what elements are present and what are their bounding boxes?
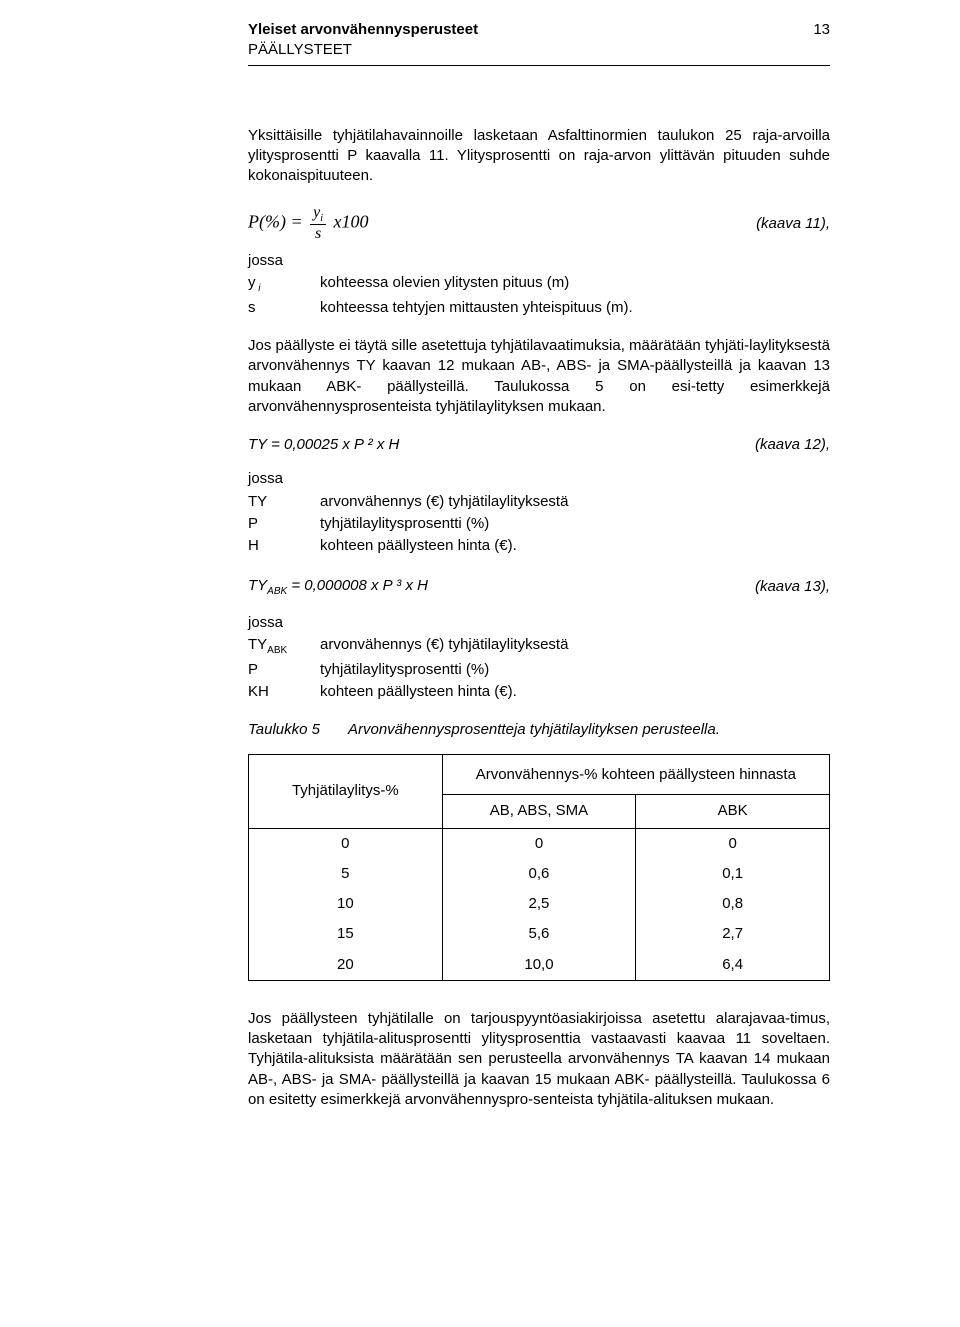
formula-12-block: TY = 0,00025 x P ² x H (kaava 12),: [248, 435, 830, 455]
table-cell: 20: [249, 950, 443, 981]
formula-13-ref: (kaava 13),: [755, 577, 830, 597]
def-text: kohteessa olevien ylitysten pituus (m): [320, 273, 830, 296]
def-symbol: TYABK: [248, 635, 320, 658]
table-cell: 0,1: [636, 859, 830, 889]
table-5-caption: Arvonvähennysprosentteja tyhjätilaylityk…: [348, 720, 830, 740]
def-text: arvonvähennys (€) tyhjätilaylityksestä: [320, 492, 830, 512]
formula-11-tail: x100: [334, 212, 369, 232]
jossa-1: jossa: [248, 251, 830, 271]
table-5-col1-header: Tyhjätilaylitys-%: [249, 755, 443, 828]
table-cell: 0,6: [442, 859, 636, 889]
table-cell: 0: [442, 828, 636, 859]
def-row: s kohteessa tehtyjen mittausten yhteispi…: [248, 298, 830, 318]
def-symbol: y i: [248, 273, 320, 296]
table-5: Tyhjätilaylitys-% Arvonvähennys-% kohtee…: [248, 754, 830, 981]
formula-11-block: P(%) = yi s x100 (kaava 11),: [248, 204, 830, 243]
table-cell: 5: [249, 859, 443, 889]
formula-12: TY = 0,00025 x P ² x H: [248, 435, 399, 455]
def-row: TYABK arvonvähennys (€) tyhjätilaylityks…: [248, 635, 830, 658]
def-symbol: KH: [248, 682, 320, 702]
definitions-3: jossa TYABK arvonvähennys (€) tyhjätilay…: [248, 613, 830, 702]
def-row: y i kohteessa olevien ylitysten pituus (…: [248, 273, 830, 296]
page-header: Yleiset arvonvähennysperusteet PÄÄLLYSTE…: [248, 20, 830, 66]
paragraph-3: Jos päällysteen tyhjätilalle on tarjousp…: [248, 1009, 830, 1110]
header-line1: Yleiset arvonvähennysperusteet: [248, 21, 478, 38]
def-row: TY arvonvähennys (€) tyhjätilaylityksest…: [248, 492, 830, 512]
formula-13-block: TYABK = 0,000008 x P ³ x H (kaava 13),: [248, 576, 830, 599]
table-5-label: Taulukko 5: [248, 720, 348, 740]
definitions-1: jossa y i kohteessa olevien ylitysten pi…: [248, 251, 830, 318]
table-5-subhead-1: AB, ABS, SMA: [442, 795, 636, 828]
header-line2: PÄÄLLYSTEET: [248, 41, 352, 58]
table-cell: 10: [249, 889, 443, 919]
def-text: arvonvähennys (€) tyhjätilaylityksestä: [320, 635, 830, 658]
paragraph-2: Jos päällyste ei täytä sille asetettuja …: [248, 336, 830, 417]
def-symbol: TY: [248, 492, 320, 512]
def-text: kohteen päällysteen hinta (€).: [320, 536, 830, 556]
formula-11-num-sub: i: [320, 213, 323, 224]
table-cell: 5,6: [442, 919, 636, 949]
formula-12-ref: (kaava 12),: [755, 435, 830, 455]
table-cell: 15: [249, 919, 443, 949]
formula-11: P(%) = yi s x100: [248, 204, 369, 243]
table-cell: 0: [249, 828, 443, 859]
page-number: 13: [813, 20, 830, 40]
def-symbol: P: [248, 514, 320, 534]
paragraph-1: Yksittäisille tyhjätilahavainnoille lask…: [248, 126, 830, 187]
table-cell: 0: [636, 828, 830, 859]
header-title: Yleiset arvonvähennysperusteet PÄÄLLYSTE…: [248, 20, 478, 61]
formula-11-den: s: [312, 225, 324, 243]
def-text: kohteessa tehtyjen mittausten yhteispitu…: [320, 298, 830, 318]
table-5-caption-row: Taulukko 5 Arvonvähennysprosentteja tyhj…: [248, 720, 830, 740]
table-cell: 0,8: [636, 889, 830, 919]
def-symbol: s: [248, 298, 320, 318]
def-symbol: H: [248, 536, 320, 556]
formula-11-ref: (kaava 11),: [756, 214, 830, 234]
def-row: P tyhjätilaylitysprosentti (%): [248, 514, 830, 534]
table-cell: 6,4: [636, 950, 830, 981]
table-5-subhead-2: ABK: [636, 795, 830, 828]
table-cell: 2,7: [636, 919, 830, 949]
def-row: KH kohteen päällysteen hinta (€).: [248, 682, 830, 702]
formula-13: TYABK = 0,000008 x P ³ x H: [248, 576, 428, 599]
jossa-3: jossa: [248, 613, 830, 633]
def-text: tyhjätilaylitysprosentti (%): [320, 660, 830, 680]
table-cell: 2,5: [442, 889, 636, 919]
jossa-2: jossa: [248, 469, 830, 489]
table-cell: 10,0: [442, 950, 636, 981]
def-symbol: P: [248, 660, 320, 680]
table-5-col2-header: Arvonvähennys-% kohteen päällysteen hinn…: [442, 755, 829, 795]
definitions-2: jossa TY arvonvähennys (€) tyhjätilaylit…: [248, 469, 830, 556]
def-text: tyhjätilaylitysprosentti (%): [320, 514, 830, 534]
formula-11-lhs: P(%) =: [248, 212, 303, 232]
def-row: P tyhjätilaylitysprosentti (%): [248, 660, 830, 680]
def-text: kohteen päällysteen hinta (€).: [320, 682, 830, 702]
def-row: H kohteen päällysteen hinta (€).: [248, 536, 830, 556]
